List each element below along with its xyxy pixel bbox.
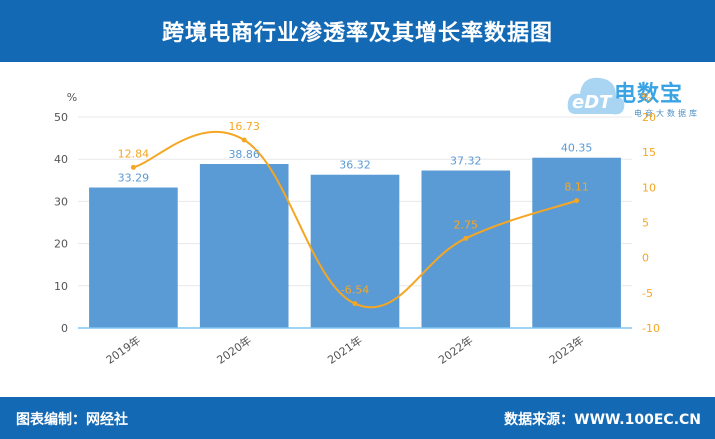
bar-value-label: 33.29	[118, 172, 150, 185]
bar	[89, 187, 178, 328]
y-right-tick-label: 20	[642, 111, 656, 124]
y-right-tick-label: -5	[642, 287, 653, 300]
growth-rate-point	[352, 301, 358, 307]
bar	[532, 157, 621, 328]
footer-source: 数据来源：WWW.100EC.CN	[504, 412, 701, 428]
growth-rate-point	[241, 137, 247, 143]
x-tick-label: 2020年	[214, 333, 254, 367]
y-right-tick-label: 15	[642, 146, 656, 159]
y-left-tick-label: 20	[54, 238, 68, 251]
cloud-logo-icon	[567, 77, 625, 115]
bar-value-label: 36.32	[339, 159, 371, 172]
y-right-tick-label: -10	[642, 322, 660, 335]
x-tick-label: 2019年	[103, 333, 143, 367]
y-left-unit-label: %	[67, 91, 77, 104]
header-bar: 跨境电商行业渗透率及其增长率数据图	[0, 0, 715, 62]
bar	[199, 164, 289, 328]
x-tick-label: 2021年	[325, 333, 365, 367]
y-left-tick-label: 0	[61, 322, 68, 335]
growth-rate-point	[130, 164, 136, 170]
y-left-tick-label: 30	[54, 195, 68, 208]
bar	[421, 170, 511, 328]
logo: eDT 电数宝 电商大数据库	[566, 68, 712, 128]
logo-mark-text: eDT	[572, 92, 612, 113]
x-tick-label: 2022年	[436, 333, 476, 367]
growth-rate-point	[463, 235, 469, 241]
footer-bar: 图表编制：网经社 数据来源：WWW.100EC.CN	[0, 397, 715, 439]
y-right-tick-label: 10	[642, 181, 656, 194]
line-value-label: 12.84	[118, 147, 150, 160]
footer-editor: 图表编制：网经社	[16, 412, 128, 428]
y-right-tick-label: 5	[642, 217, 649, 230]
page-title: 跨境电商行业渗透率及其增长率数据图	[161, 21, 553, 46]
bar-value-label: 37.32	[450, 155, 482, 168]
growth-rate-line	[133, 131, 577, 309]
penetration-chart: 33.29 38.86 36.32 37.32 40.35 12.84 16.73 -6.54…	[54, 91, 660, 367]
logo-subtitle: 电商大数据库	[634, 109, 700, 118]
growth-rate-point	[574, 198, 580, 204]
y-right-tick-label: 0	[642, 252, 649, 265]
line-value-label: 16.73	[228, 120, 260, 133]
y-left-tick-label: 50	[54, 111, 68, 124]
y-left-tick-label: 10	[54, 280, 68, 293]
logo-name: 电数宝	[614, 82, 684, 107]
y-left-tick-label: 40	[54, 153, 68, 166]
bar-value-label: 38.86	[228, 148, 260, 161]
line-value-label: 8.11	[564, 181, 589, 194]
bar-value-label: 40.35	[561, 142, 593, 155]
x-tick-label: 2023年	[546, 333, 586, 367]
line-value-label: -6.54	[341, 284, 369, 297]
y-right-unit-label: %	[641, 91, 651, 104]
line-value-label: 2.75	[454, 218, 479, 231]
